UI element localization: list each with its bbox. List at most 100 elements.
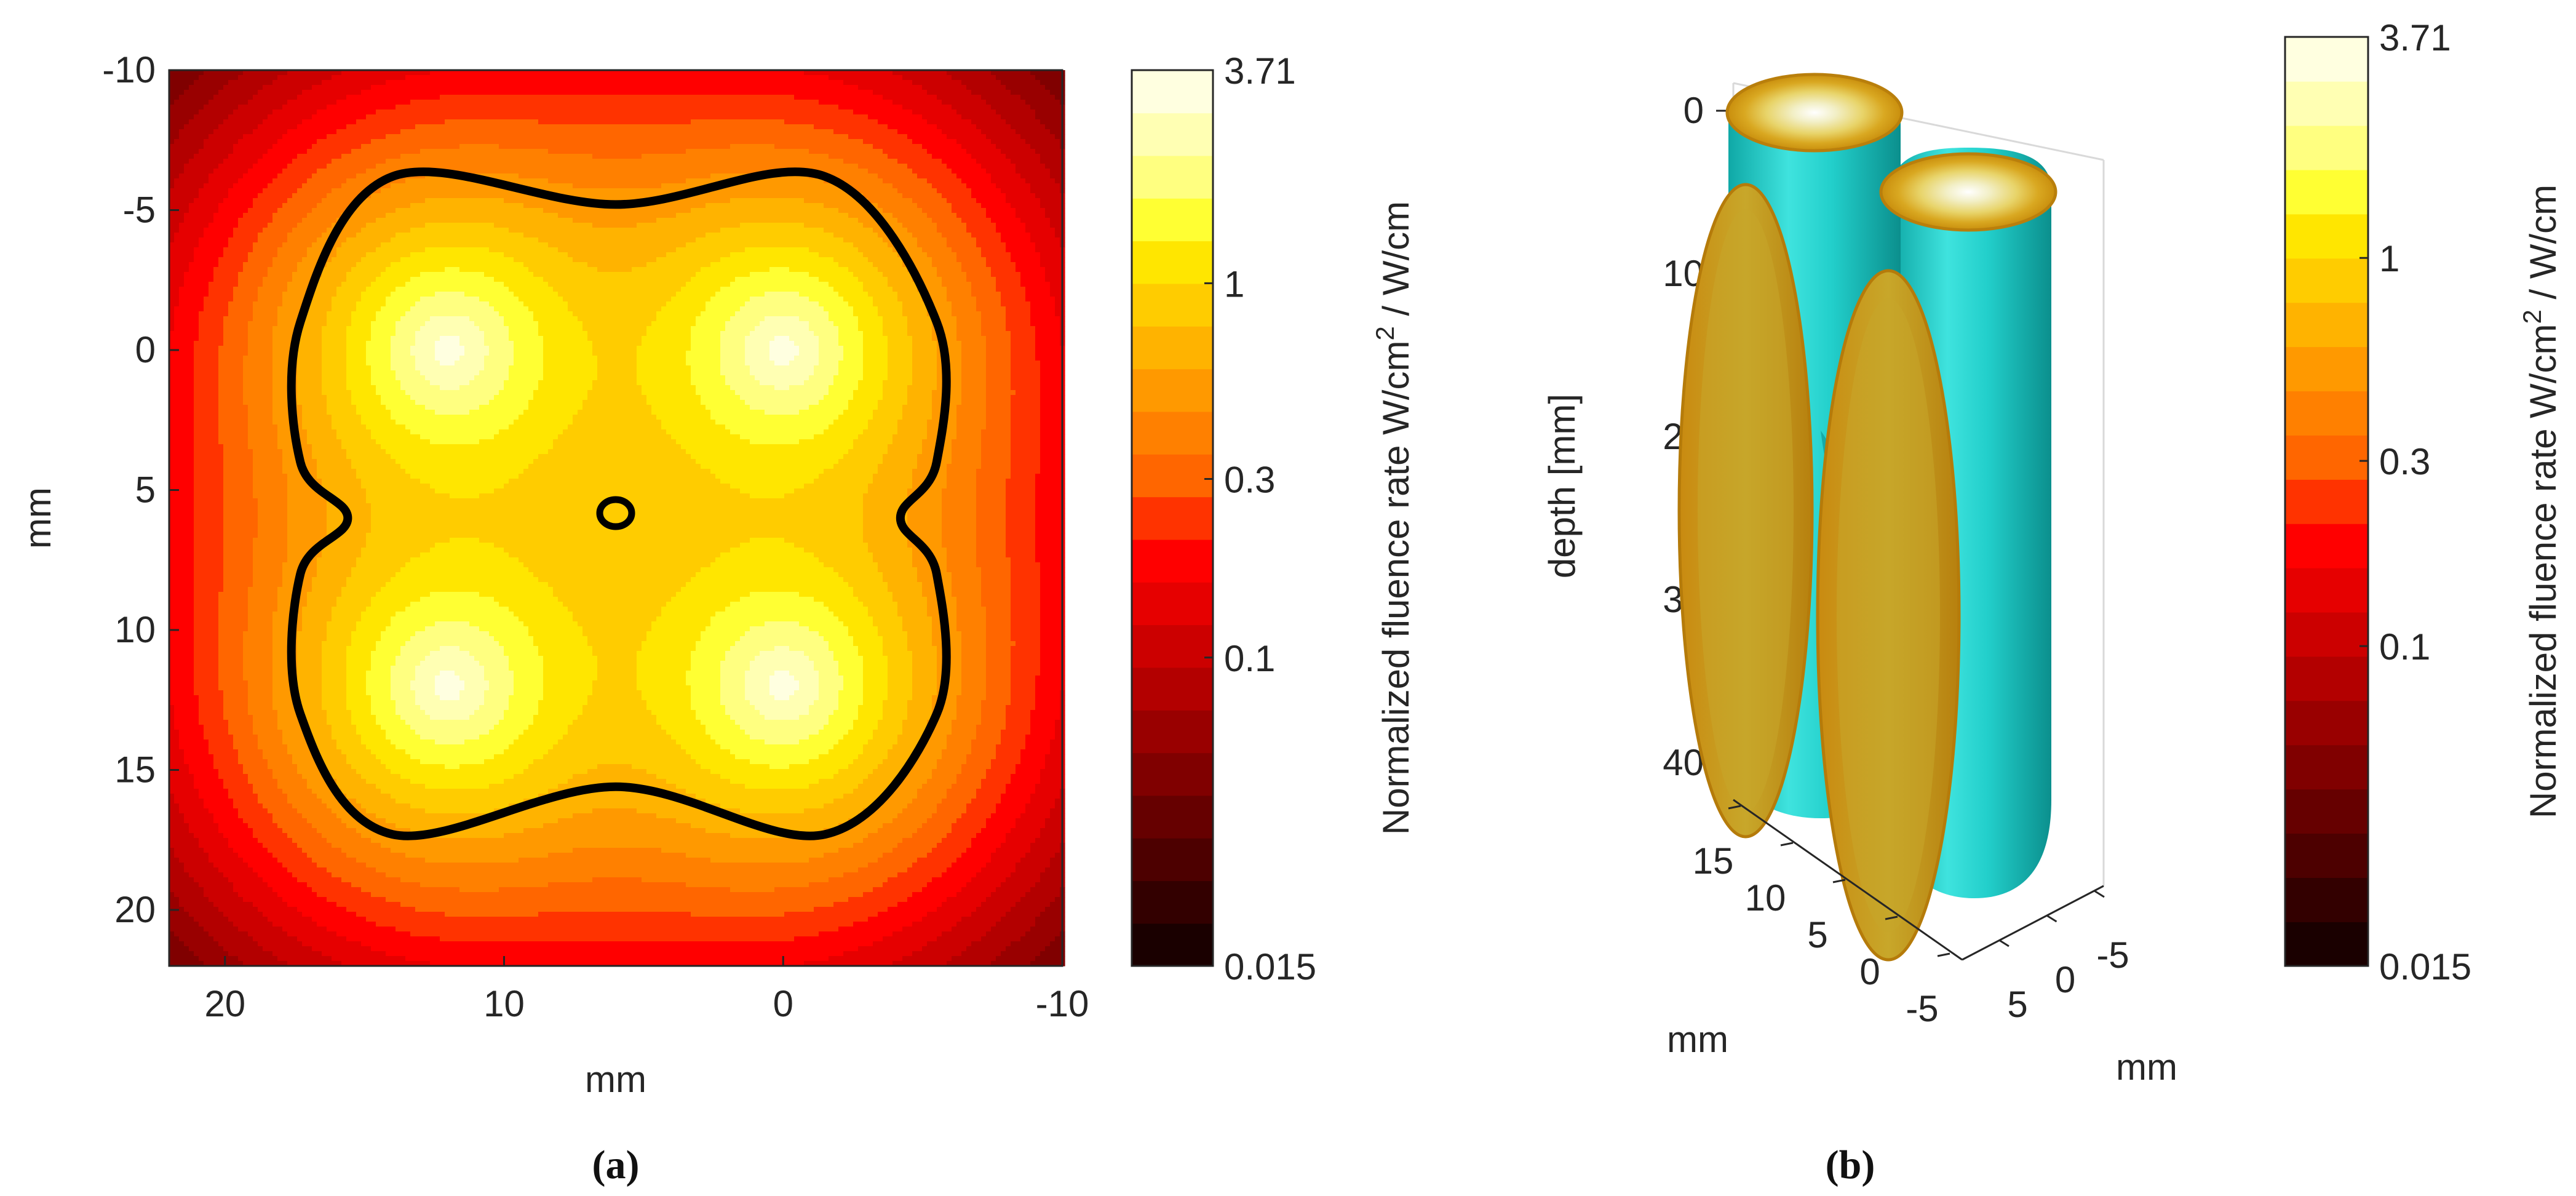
contour-cell xyxy=(966,164,972,169)
contour-cell xyxy=(686,183,691,189)
contour-cell xyxy=(351,178,357,184)
contour-cell xyxy=(622,85,627,90)
contour-cell xyxy=(179,75,185,81)
contour-cell xyxy=(455,129,460,135)
contour-cell xyxy=(897,198,903,204)
contour-cell xyxy=(553,124,559,130)
contour-cell xyxy=(268,173,273,179)
contour-cell xyxy=(681,159,686,164)
contour-cell xyxy=(272,114,278,120)
contour-cell xyxy=(459,154,465,159)
contour-cell xyxy=(1035,75,1041,81)
contour-cell xyxy=(838,198,844,204)
contour-cell xyxy=(213,154,219,159)
contour-cell xyxy=(843,139,849,145)
contour-cell xyxy=(760,100,765,105)
contour-cell xyxy=(952,114,957,120)
contour-cell xyxy=(922,129,928,135)
contour-cell xyxy=(986,149,992,154)
contour-cell xyxy=(410,134,416,140)
contour-cell xyxy=(607,178,613,184)
contour-cell xyxy=(1030,198,1036,204)
contour-cell xyxy=(533,169,539,174)
contour-cell xyxy=(1040,124,1046,130)
contour-cell xyxy=(292,149,298,154)
contour-cell xyxy=(627,100,632,105)
contour-cell xyxy=(892,178,898,184)
contour-cell xyxy=(410,144,416,150)
contour-cell xyxy=(858,114,864,120)
contour-cell xyxy=(607,85,613,90)
contour-cell xyxy=(425,114,431,120)
contour-cell xyxy=(760,129,765,135)
contour-cell xyxy=(942,110,947,115)
contour-cell xyxy=(253,198,258,204)
contour-cell xyxy=(1030,134,1036,140)
contour-cell xyxy=(494,119,499,125)
contour-cell xyxy=(341,75,347,81)
contour-cell xyxy=(410,114,416,120)
contour-cell xyxy=(750,134,755,140)
contour-cell xyxy=(701,149,706,154)
contour-cell xyxy=(223,90,229,95)
contour-cell xyxy=(528,198,534,204)
contour-cell xyxy=(464,149,470,154)
contour-cell xyxy=(548,100,554,105)
contour-cell xyxy=(263,75,268,81)
contour-cell xyxy=(366,80,372,86)
contour-cell xyxy=(1016,95,1021,100)
contour-cell xyxy=(400,159,406,164)
contour-cell xyxy=(853,95,859,100)
contour-cell xyxy=(996,144,1001,150)
contour-cell xyxy=(592,188,598,194)
contour-cell xyxy=(725,154,731,159)
contour-cell xyxy=(307,193,312,199)
contour-cell xyxy=(907,149,913,154)
contour-cell xyxy=(681,90,686,95)
contour-cell xyxy=(455,95,460,100)
contour-cell xyxy=(297,129,303,135)
contour-cell xyxy=(612,188,618,194)
contour-cell xyxy=(1011,193,1016,199)
contour-cell xyxy=(1020,173,1026,179)
contour-cell xyxy=(189,154,194,159)
contour-cell xyxy=(568,114,573,120)
contour-cell xyxy=(223,124,229,130)
contour-cell xyxy=(509,129,514,135)
contour-cell xyxy=(902,164,908,169)
contour-cell xyxy=(646,119,652,125)
contour-cell xyxy=(391,105,396,110)
contour-cell xyxy=(563,105,568,110)
contour-cell xyxy=(533,149,539,154)
contour-cell xyxy=(888,105,893,110)
contour-cell xyxy=(991,75,996,81)
contour-cell xyxy=(327,198,332,204)
contour-cell xyxy=(204,144,209,150)
contour-cell xyxy=(720,119,726,125)
contour-cell xyxy=(523,95,529,100)
contour-cell xyxy=(184,178,189,184)
contour-cell xyxy=(651,169,657,174)
contour-cell xyxy=(1030,124,1036,130)
contour-cell xyxy=(336,144,342,150)
contour-cell xyxy=(676,173,682,179)
contour-cell xyxy=(573,85,578,90)
contour-cell xyxy=(445,149,450,154)
contour-cell xyxy=(228,90,234,95)
contour-cell xyxy=(814,124,819,130)
contour-cell xyxy=(223,85,229,90)
contour-cell xyxy=(327,85,332,90)
contour-cell xyxy=(391,110,396,115)
contour-cell xyxy=(189,105,194,110)
contour-cell xyxy=(351,110,357,115)
contour-cell xyxy=(459,119,465,125)
contour-cell xyxy=(174,149,180,154)
contour-cell xyxy=(627,105,632,110)
contour-cell xyxy=(706,119,711,125)
contour-cell xyxy=(971,85,977,90)
contour-cell xyxy=(681,100,686,105)
contour-cell xyxy=(346,119,352,125)
contour-cell xyxy=(892,169,898,174)
contour-cell xyxy=(843,80,849,86)
contour-cell xyxy=(691,134,696,140)
